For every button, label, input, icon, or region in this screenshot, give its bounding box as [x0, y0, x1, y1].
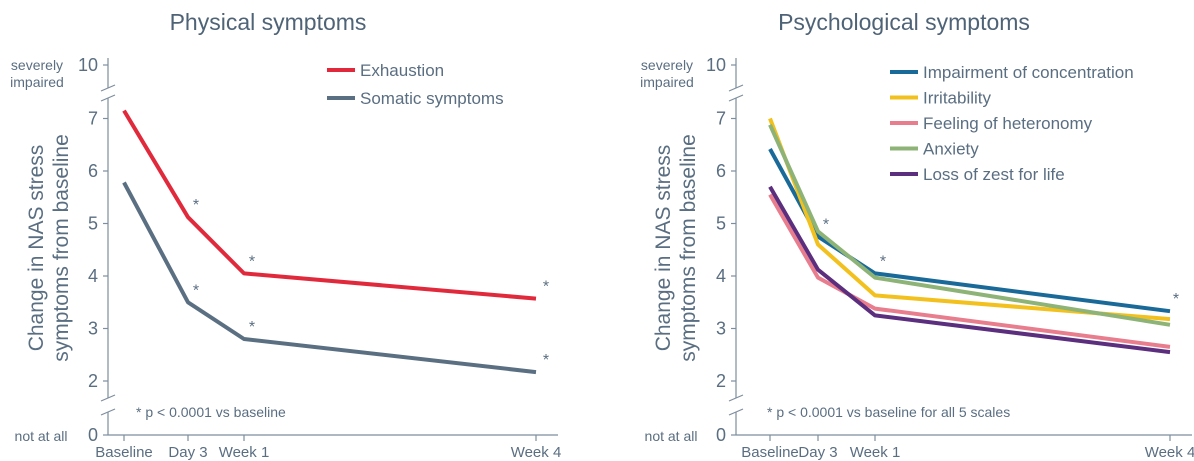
legend: Exhaustion Somatic symptoms — [327, 61, 504, 108]
axis-break-slash — [100, 394, 116, 402]
top-anchor-label-line-2: impaired — [10, 74, 64, 90]
axis-break-slash — [728, 394, 744, 402]
axis-break-slash — [100, 408, 116, 416]
axis-break-1 — [728, 84, 744, 102]
axis-break-slash — [728, 94, 744, 102]
y-tick-label: 4 — [716, 266, 726, 286]
legend: Impairment of concentration Irritability F… — [890, 63, 1134, 184]
top-anchor-label-line-1: severely — [11, 57, 63, 73]
y-tick-label: 2 — [88, 371, 98, 391]
y-tick-label: 10 — [78, 55, 98, 75]
legend-label: Feeling of heteronomy — [923, 114, 1093, 133]
x-tick-label: Day 3 — [168, 444, 207, 461]
significance-marker: * — [880, 253, 886, 270]
y-tick-label: 5 — [88, 214, 98, 234]
legend-label: Irritability — [923, 89, 992, 108]
y-tick-label: 0 — [88, 425, 98, 445]
legend-item: Exhaustion — [327, 61, 444, 80]
x-tick-label: Day 3 — [798, 444, 837, 461]
y-tick-label: 5 — [716, 214, 726, 234]
legend-item: Impairment of concentration — [890, 63, 1134, 82]
series-line-loss-of-zest-for-life — [768, 185, 1171, 355]
series-line-anxiety — [768, 123, 1171, 327]
significance-marker: * — [249, 319, 255, 336]
axis-break-slash — [100, 94, 116, 102]
x-tick-label: Baseline — [741, 444, 799, 461]
y-tick-label: 3 — [716, 319, 726, 339]
series-line-somatic-symptoms — [122, 181, 537, 375]
y-axis-label-line-1: Change in NAS stress — [652, 145, 675, 352]
y-axis-label-line-1: Change in NAS stress — [25, 145, 48, 352]
axis-break-1 — [100, 84, 116, 102]
significance-note: * p < 0.0001 vs baseline for all 5 scale… — [767, 404, 1010, 420]
y-tick-label: 3 — [88, 319, 98, 339]
top-anchor-label-line-1: severely — [641, 57, 693, 73]
series-line-feeling-of-heteronomy — [768, 193, 1171, 349]
legend-item: Loss of zest for life — [890, 165, 1065, 184]
legend-item: Anxiety — [890, 140, 979, 159]
x-tick-label: Baseline — [95, 444, 153, 461]
series-line-exhaustion — [122, 109, 537, 301]
axis-break-2 — [728, 394, 744, 416]
significance-note: * p < 0.0001 vs baseline — [136, 404, 286, 420]
legend-label: Impairment of concentration — [923, 63, 1134, 82]
y-tick-label: 7 — [88, 109, 98, 129]
legend-label: Somatic symptoms — [360, 89, 504, 108]
legend-label: Loss of zest for life — [923, 165, 1065, 184]
chart-panel-psychological: Psychological symptoms Change in NAS stre… — [640, 9, 1194, 461]
bottom-anchor-label: not at all — [645, 428, 698, 444]
legend-item: Somatic symptoms — [327, 89, 504, 108]
x-tick-label: Week 1 — [850, 444, 901, 461]
axis-break-slash — [728, 408, 744, 416]
y-tick-label: 6 — [716, 161, 726, 181]
x-tick-label: Week 4 — [1145, 444, 1194, 461]
axis-break-gap — [730, 88, 742, 98]
legend-label: Exhaustion — [360, 61, 444, 80]
y-axis-label-line-2: symptoms from baseline — [677, 134, 700, 362]
chart-title: Psychological symptoms — [778, 9, 1030, 35]
chart-title: Physical symptoms — [170, 9, 367, 35]
axis-break-2 — [100, 394, 116, 416]
significance-marker: * — [823, 217, 829, 234]
significance-marker: * — [1173, 291, 1179, 308]
significance-marker: * — [193, 197, 199, 214]
axis-break-gap — [102, 88, 114, 98]
significance-marker: * — [193, 282, 199, 299]
axis-break-gap — [730, 398, 742, 412]
y-tick-label: 6 — [88, 161, 98, 181]
series-lines — [122, 109, 537, 375]
chart-panel-physical: Physical symptoms Change in NAS stress sym… — [10, 9, 561, 461]
legend-item: Feeling of heteronomy — [890, 114, 1093, 133]
top-anchor-label-line-2: impaired — [640, 74, 694, 90]
axis-break-slash — [728, 84, 744, 92]
legend-item: Irritability — [890, 89, 992, 108]
y-tick-label: 4 — [88, 266, 98, 286]
significance-marker: * — [543, 352, 549, 369]
y-tick-label: 2 — [716, 371, 726, 391]
y-axis-label: Change in NAS stress symptoms from baseli… — [652, 134, 700, 362]
y-tick-label: 0 — [716, 425, 726, 445]
x-tick-label: Week 1 — [219, 444, 270, 461]
axis-break-slash — [100, 84, 116, 92]
x-tick-label: Week 4 — [511, 444, 562, 461]
bottom-anchor-label: not at all — [15, 428, 68, 444]
legend-label: Anxiety — [923, 140, 979, 159]
series-lines — [768, 117, 1171, 355]
axis-break-gap — [102, 398, 114, 412]
y-tick-label: 7 — [716, 109, 726, 129]
significance-marker: * — [543, 279, 549, 296]
y-axis-label: Change in NAS stress symptoms from baseli… — [25, 134, 73, 362]
significance-markers: * * * * * * — [193, 197, 549, 369]
significance-markers: * * * — [823, 217, 1179, 309]
y-tick-label: 10 — [706, 55, 726, 75]
y-axis-label-line-2: symptoms from baseline — [50, 134, 73, 362]
significance-marker: * — [249, 253, 255, 270]
